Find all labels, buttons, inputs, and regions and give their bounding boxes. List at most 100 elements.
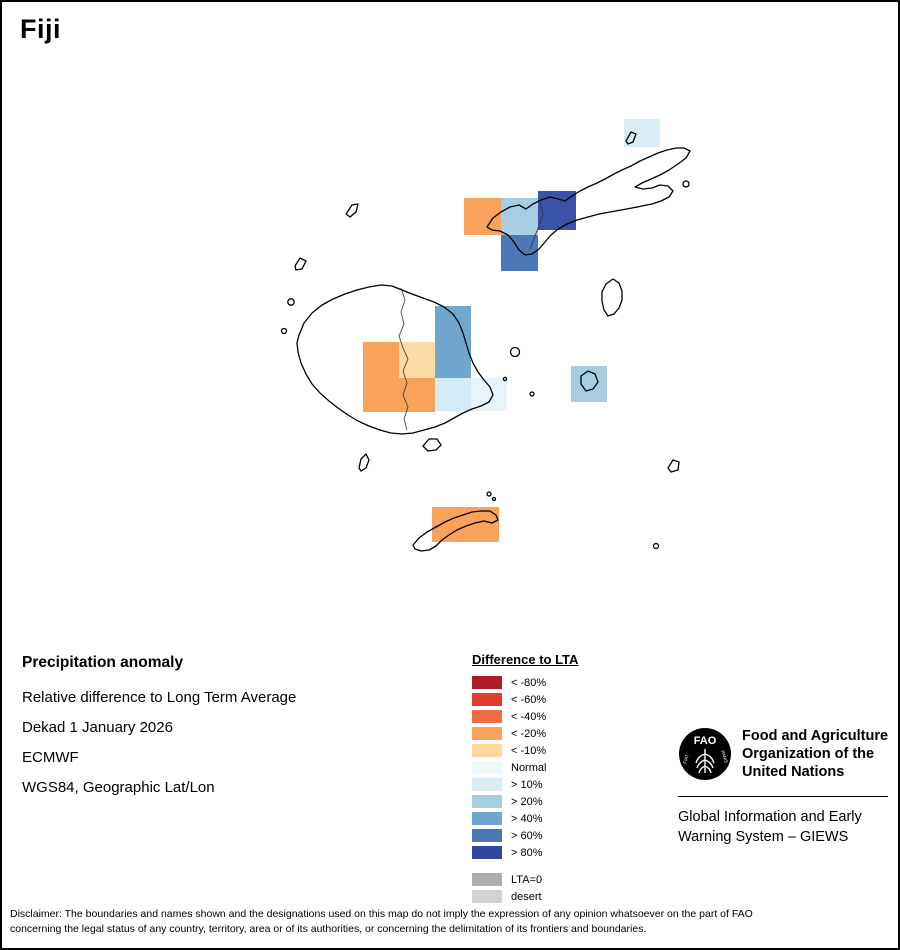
island-ovalau xyxy=(509,346,521,358)
legend-title: Difference to LTA xyxy=(472,652,579,667)
legend-swatch xyxy=(472,812,502,825)
anomaly-cell xyxy=(363,342,399,378)
islet-south xyxy=(652,542,660,550)
legend-label: < -20% xyxy=(511,727,547,740)
island-yasawa-2 xyxy=(294,257,307,271)
legend-item: > 20% xyxy=(472,793,578,810)
anomaly-cell xyxy=(399,378,435,412)
giews-name: Global Information and Early Warning Sys… xyxy=(678,807,890,847)
fao-header: FAO FIAT PANIS Food and Agriculture Orga… xyxy=(678,726,890,782)
island-ono-2 xyxy=(491,496,497,502)
legend-item: < -60% xyxy=(472,691,578,708)
legend-label: > 10% xyxy=(511,778,543,791)
legend-items: < -80% < -60% < -40% < -20% < -10% Normal > 10… xyxy=(472,674,578,905)
anomaly-cell-layer xyxy=(363,119,660,542)
info-dekad: Dekad 1 January 2026 xyxy=(22,719,173,736)
legend: Difference to LTA < -80% < -60% < -40% < -2… xyxy=(472,652,578,905)
island-yasawa-3 xyxy=(287,298,295,306)
island-vanua-levu xyxy=(486,147,691,256)
legend-label: Normal xyxy=(511,761,547,774)
island-kadavu xyxy=(412,510,499,552)
fao-org-line3: United Nations xyxy=(742,764,845,780)
legend-swatch xyxy=(472,761,502,774)
legend-label: > 60% xyxy=(511,829,543,842)
legend-item: < -20% xyxy=(472,725,578,742)
legend-swatch xyxy=(472,727,502,740)
legend-label: < -40% xyxy=(511,710,547,723)
legend-label: > 40% xyxy=(511,812,543,825)
legend-item: < -10% xyxy=(472,742,578,759)
islet-east-vanua xyxy=(682,180,690,188)
wheat-icon xyxy=(695,749,715,774)
legend-swatch xyxy=(472,873,502,886)
disclaimer: Disclaimer: The boundaries and names sho… xyxy=(10,907,894,937)
map-info: Precipitation anomaly Relative differenc… xyxy=(22,654,296,809)
island-taveuni xyxy=(601,278,623,317)
legend-item: desert xyxy=(472,888,578,905)
fao-org-line2: Organization of the xyxy=(742,746,875,762)
info-heading: Precipitation anomaly xyxy=(22,654,184,671)
fao-logo: FAO FIAT PANIS xyxy=(679,728,731,780)
legend-label: < -60% xyxy=(511,693,547,706)
legend-label: > 20% xyxy=(511,795,543,808)
island-beqa xyxy=(422,438,442,452)
legend-swatch xyxy=(472,744,502,757)
anomaly-cell xyxy=(471,378,507,411)
info-source: ECMWF xyxy=(22,749,79,766)
anomaly-cell xyxy=(432,507,499,542)
island-vatulele xyxy=(358,453,370,472)
giews-line1: Global Information and Early xyxy=(678,809,862,825)
info-subtitle: Relative difference to Long Term Average xyxy=(22,689,297,706)
legend-swatch xyxy=(472,778,502,791)
fao-motto-right: PANIS xyxy=(720,750,729,764)
legend-label: > 80% xyxy=(511,846,543,859)
anomaly-cell xyxy=(501,235,538,271)
legend-swatch xyxy=(472,676,502,689)
province-boundary-vanua-levu xyxy=(529,201,544,250)
legend-item: > 60% xyxy=(472,827,578,844)
disclaimer-line2: concerning the legal status of any count… xyxy=(10,923,647,935)
island-moala xyxy=(667,459,680,473)
legend-label: < -10% xyxy=(511,744,547,757)
legend-item: < -80% xyxy=(472,674,578,691)
legend-swatch xyxy=(472,710,502,723)
islet-east-1 xyxy=(529,391,535,397)
legend-item: > 80% xyxy=(472,844,578,861)
fao-block: FAO FIAT PANIS Food and Agriculture Orga… xyxy=(678,726,890,847)
legend-label: LTA=0 xyxy=(511,873,543,886)
info-projection: WGS84, Geographic Lat/Lon xyxy=(22,779,215,796)
anomaly-cell xyxy=(435,378,471,411)
anomaly-cell xyxy=(501,198,538,235)
page-title: Fiji xyxy=(20,14,61,44)
island-yasawa-4 xyxy=(280,327,288,335)
giews-line2: Warning System – GIEWS xyxy=(678,829,849,845)
islet-lomaiviti xyxy=(502,376,508,382)
fao-logo-text: FAO xyxy=(694,735,717,747)
legend-swatch xyxy=(472,693,502,706)
legend-item: < -40% xyxy=(472,708,578,725)
anomaly-cell xyxy=(363,378,399,412)
island-viti-levu xyxy=(296,284,494,435)
fao-org-line1: Food and Agriculture xyxy=(742,728,889,744)
disclaimer-line1: Disclaimer: The boundaries and names sho… xyxy=(10,908,753,920)
legend-item: > 40% xyxy=(472,810,578,827)
legend-swatch xyxy=(472,890,502,903)
province-boundary-viti-levu xyxy=(398,287,409,431)
legend-swatch xyxy=(472,795,502,808)
legend-item: > 10% xyxy=(472,776,578,793)
island-rabi xyxy=(625,131,637,145)
island-yasawa-1 xyxy=(345,203,359,218)
divider xyxy=(678,796,888,797)
anomaly-cell xyxy=(435,306,471,342)
island-gau xyxy=(580,370,599,392)
province-boundary-layer xyxy=(398,201,544,431)
legend-item: LTA=0 xyxy=(472,871,578,888)
legend-swatch xyxy=(472,846,502,859)
fao-org-name: Food and Agriculture Organization of the… xyxy=(742,727,888,781)
island-outline-layer xyxy=(280,131,691,552)
anomaly-cell xyxy=(435,342,471,378)
anomaly-cell xyxy=(399,342,435,378)
legend-item: Normal xyxy=(472,759,578,776)
